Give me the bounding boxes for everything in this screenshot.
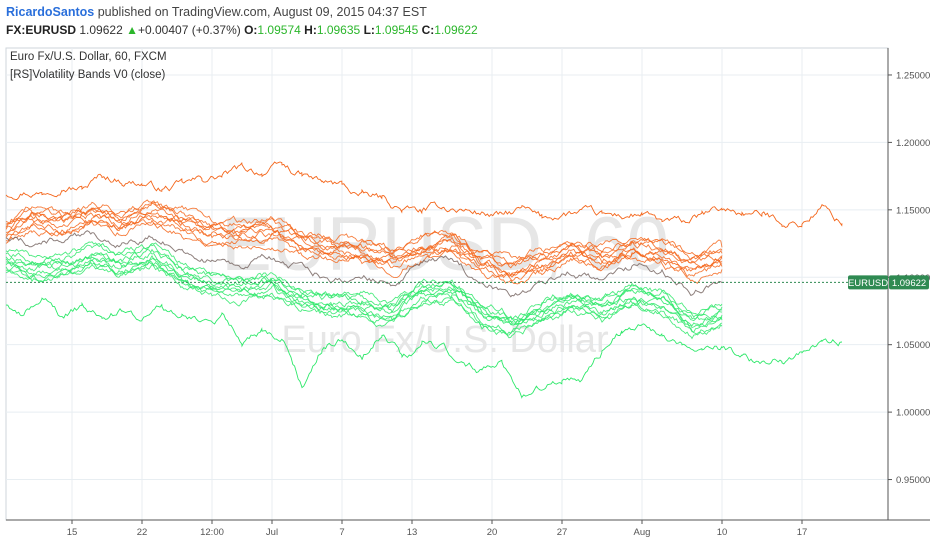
y-tick-label: 0.95000: [896, 475, 930, 486]
y-tick-label: 1.20000: [896, 138, 930, 149]
x-tick-label: 17: [797, 527, 808, 538]
price-tag-symbol: EURUSD: [848, 278, 888, 289]
series-line-upper-outer: [5, 161, 843, 229]
series-line-upper-band-3: [5, 219, 723, 282]
series-line-lower-band-3: [5, 260, 723, 336]
low-value: 1.09545: [374, 23, 419, 37]
published-text: published on TradingView.com, August 09,…: [97, 5, 427, 19]
series-line-price: [5, 230, 723, 298]
x-tick-label: 13: [407, 527, 418, 538]
x-tick-label: Jul: [266, 527, 278, 538]
series-line-lower-band-2: [6, 254, 723, 324]
symbol-label[interactable]: FX:EURUSD: [6, 23, 77, 37]
open-label: O:: [244, 23, 258, 37]
price-tag-value: 1.09622: [892, 278, 926, 289]
watermark-description: Euro Fx/U.S. Dollar: [281, 319, 609, 361]
close-value: 1.09622: [434, 23, 478, 37]
price-change: +0.00407 (+0.37%): [137, 23, 241, 37]
watermark: EURUSD, 60 Euro Fx/U.S. Dollar: [221, 202, 669, 361]
series-line-upper-band-1: [5, 201, 723, 261]
high-label: H:: [304, 23, 317, 37]
up-arrow-icon: ▲: [126, 23, 138, 37]
quote-line: FX:EURUSD 1.09622 ▲+0.00407 (+0.37%) O:1…: [6, 23, 478, 37]
author-link[interactable]: RicardoSantos: [6, 5, 95, 19]
x-tick-label: 27: [557, 527, 568, 538]
high-value: 1.09635: [316, 23, 361, 37]
price-chart[interactable]: EURUSD, 60 Euro Fx/U.S. Dollar Euro Fx/U…: [0, 40, 932, 550]
series-line-upper-band-2: [5, 207, 723, 269]
x-tick-label: 12:00: [200, 527, 224, 538]
last-price: 1.09622: [79, 23, 123, 37]
series-line-upper-band-3: [5, 214, 723, 279]
series-line-lower-band-2: [5, 251, 723, 327]
x-tick-label: Aug: [634, 527, 651, 538]
legend-title: Euro Fx/U.S. Dollar, 60, FXCM: [10, 51, 167, 63]
series-line-lower-band-1: [5, 241, 723, 321]
x-tick-label: 22: [137, 527, 148, 538]
price-tag-symbol-bg: [848, 275, 888, 290]
publish-line: RicardoSantos published on TradingView.c…: [6, 5, 427, 19]
close-label: C:: [421, 23, 435, 37]
series-group: [5, 161, 843, 399]
legend: Euro Fx/U.S. Dollar, 60, FXCM [RS]Volati…: [10, 51, 167, 81]
x-tick-label: 7: [339, 527, 344, 538]
x-tick-label: 20: [487, 527, 498, 538]
series-line-lower-band-1: [5, 248, 723, 325]
series-line-lower-band-1: [5, 242, 723, 322]
series-line-lower-outer: [5, 297, 842, 399]
price-tag: EURUSD 1.09622: [848, 275, 929, 290]
y-tick-label: 1.05000: [896, 340, 930, 351]
series-line-upper-band-1: [5, 199, 723, 267]
y-tick-label: 1.25000: [896, 70, 930, 81]
time-axis[interactable]: 15 22 12:00 Jul 7 13 20 27 Aug 10 17: [6, 519, 930, 538]
legend-indicator: [RS]Volatility Bands V0 (close): [10, 69, 165, 81]
watermark-symbol: EURUSD, 60: [221, 202, 669, 287]
chart-header: RicardoSantos published on TradingView.c…: [0, 0, 932, 40]
price-tag-value-bg: [889, 275, 929, 290]
series-line-upper-band-3: [5, 219, 723, 285]
grid: [5, 47, 889, 521]
x-tick-label: 10: [717, 527, 728, 538]
series-line-lower-band-3: [5, 257, 723, 335]
x-tick-label: 15: [67, 527, 78, 538]
open-value: 1.09574: [257, 23, 301, 37]
y-tick-label: 1.00000: [896, 408, 930, 419]
low-label: L:: [363, 23, 375, 37]
y-tick-label: 1.15000: [896, 205, 930, 216]
